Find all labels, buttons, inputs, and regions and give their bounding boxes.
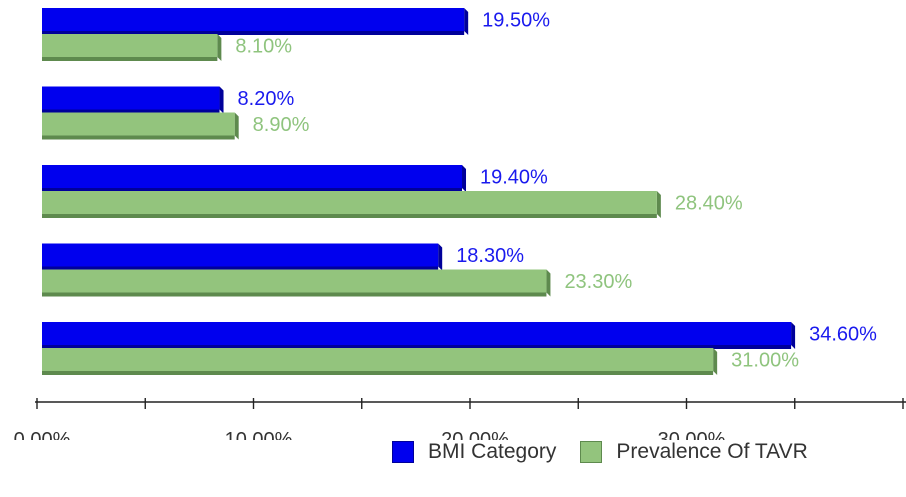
bar-shadow xyxy=(42,57,218,61)
data-label: 18.30% xyxy=(456,245,524,267)
bar xyxy=(42,112,235,136)
bar-side xyxy=(656,191,661,218)
bar xyxy=(42,269,547,293)
x-tick-label: 20.00% xyxy=(441,429,509,440)
bar-side xyxy=(464,8,469,35)
bar xyxy=(42,86,220,110)
bar xyxy=(42,165,463,188)
bar-shadow xyxy=(42,371,714,375)
data-label: 28.40% xyxy=(675,193,743,215)
data-label: 23.30% xyxy=(564,271,632,293)
bar xyxy=(42,322,792,345)
bar-side xyxy=(438,243,443,271)
x-tick-label: 30.00% xyxy=(658,429,726,440)
bar-side xyxy=(462,165,467,192)
bar-side xyxy=(713,348,718,375)
x-tick-label: 0.00% xyxy=(14,429,71,440)
data-label: 34.60% xyxy=(809,324,877,346)
data-label: 19.50% xyxy=(482,10,550,32)
bar-shadow xyxy=(42,214,657,218)
legend-swatch-prevalence-of-tavr xyxy=(580,441,603,463)
x-tick-label: 10.00% xyxy=(225,429,293,440)
bar-side xyxy=(234,112,239,140)
legend-swatch-bmi-category xyxy=(392,441,414,463)
bar-shadow xyxy=(42,188,463,192)
bar-side xyxy=(219,86,224,114)
bar xyxy=(42,191,657,214)
data-label: 19.40% xyxy=(480,167,548,189)
bar-side xyxy=(217,34,222,61)
bar-shadow xyxy=(42,135,235,140)
legend-label-prevalence-of-tavr: Prevalence Of TAVR xyxy=(616,440,808,463)
legend-item-prevalence-of-tavr: Prevalence Of TAVR xyxy=(580,440,808,464)
bar xyxy=(42,8,465,31)
bar xyxy=(42,243,439,267)
legend: BMI Category Prevalence Of TAVR xyxy=(392,440,832,464)
legend-item-bmi-category: BMI Category xyxy=(392,440,556,464)
bar-shadow xyxy=(42,31,465,35)
legend-label-bmi-category: BMI Category xyxy=(428,440,557,463)
bar-shadow xyxy=(42,345,792,349)
data-label: 8.20% xyxy=(238,88,295,110)
data-label: 31.00% xyxy=(731,350,799,372)
bar-shadow xyxy=(42,109,220,114)
bar-shadow xyxy=(42,266,439,271)
data-label: 8.10% xyxy=(235,36,292,58)
bar xyxy=(42,348,714,371)
bar-side xyxy=(546,269,551,297)
bar-shadow xyxy=(42,292,547,297)
data-label: 8.90% xyxy=(253,114,310,136)
bar-chart: 19.50% 8.20% 19.40% 18.30% 34.60% 8.10% 8.90% 2… xyxy=(14,8,906,440)
bar xyxy=(42,34,218,57)
bar-side xyxy=(791,322,796,349)
